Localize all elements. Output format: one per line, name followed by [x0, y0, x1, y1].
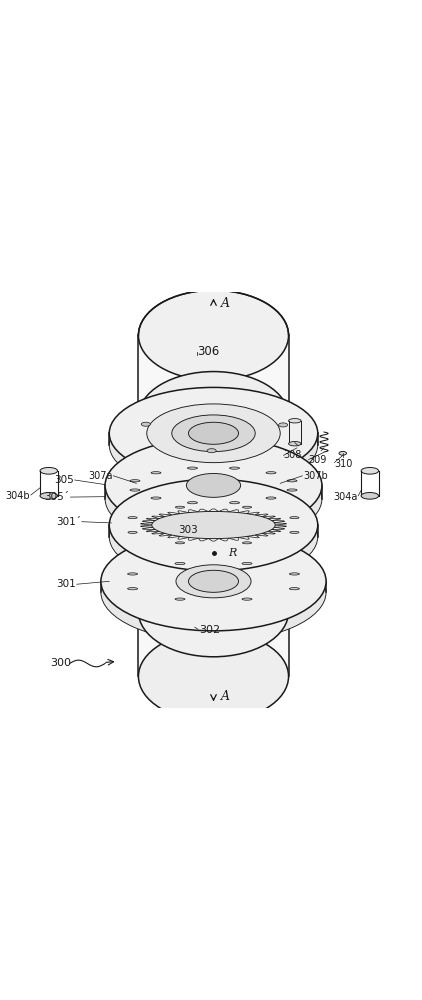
Ellipse shape: [289, 442, 301, 446]
Ellipse shape: [130, 480, 140, 482]
Ellipse shape: [130, 489, 140, 491]
Ellipse shape: [138, 631, 289, 721]
Ellipse shape: [105, 451, 322, 546]
Ellipse shape: [138, 567, 289, 657]
Ellipse shape: [109, 387, 318, 479]
Ellipse shape: [287, 489, 297, 491]
Ellipse shape: [187, 467, 197, 469]
Ellipse shape: [176, 565, 251, 598]
Ellipse shape: [207, 449, 216, 453]
Ellipse shape: [109, 491, 318, 583]
Text: 300: 300: [50, 658, 71, 668]
Text: 307a: 307a: [88, 471, 113, 481]
Ellipse shape: [127, 588, 138, 590]
Ellipse shape: [128, 517, 137, 519]
Text: 307b: 307b: [303, 471, 328, 481]
Ellipse shape: [109, 479, 318, 571]
Ellipse shape: [289, 588, 299, 590]
Text: 305´: 305´: [45, 492, 70, 502]
Ellipse shape: [138, 290, 289, 380]
Ellipse shape: [242, 598, 252, 600]
Text: R: R: [228, 548, 236, 558]
Text: 304a: 304a: [333, 492, 357, 502]
Text: 308: 308: [284, 450, 302, 460]
Polygon shape: [105, 485, 322, 499]
Text: 309: 309: [308, 455, 327, 465]
Polygon shape: [138, 335, 289, 417]
Ellipse shape: [141, 422, 150, 426]
Ellipse shape: [175, 562, 185, 565]
Ellipse shape: [189, 570, 238, 592]
Ellipse shape: [266, 497, 276, 499]
Text: 301´: 301´: [56, 517, 81, 527]
Ellipse shape: [289, 573, 299, 575]
Ellipse shape: [176, 506, 184, 508]
Ellipse shape: [109, 399, 318, 491]
Ellipse shape: [230, 502, 240, 504]
Ellipse shape: [242, 542, 252, 544]
Ellipse shape: [290, 531, 299, 533]
Ellipse shape: [279, 423, 288, 427]
Text: 302: 302: [199, 625, 220, 635]
Text: 306: 306: [197, 345, 219, 358]
Text: 304b: 304b: [5, 491, 30, 501]
Ellipse shape: [40, 493, 57, 499]
Text: A: A: [221, 690, 230, 703]
Ellipse shape: [199, 603, 228, 621]
Ellipse shape: [105, 438, 322, 533]
Text: 310: 310: [334, 459, 353, 469]
Ellipse shape: [266, 472, 276, 474]
Ellipse shape: [287, 480, 297, 482]
Ellipse shape: [101, 532, 326, 631]
Ellipse shape: [138, 372, 289, 462]
Ellipse shape: [187, 473, 241, 497]
Ellipse shape: [151, 497, 161, 499]
Ellipse shape: [289, 419, 301, 423]
Ellipse shape: [127, 573, 138, 575]
Ellipse shape: [40, 467, 57, 474]
Polygon shape: [109, 525, 318, 537]
Text: 301: 301: [56, 579, 76, 589]
Ellipse shape: [101, 543, 326, 642]
Ellipse shape: [175, 598, 185, 600]
Ellipse shape: [361, 467, 379, 474]
Ellipse shape: [172, 415, 255, 452]
Ellipse shape: [176, 542, 184, 544]
Ellipse shape: [152, 511, 275, 539]
Polygon shape: [109, 433, 318, 445]
Ellipse shape: [128, 531, 137, 533]
Ellipse shape: [187, 502, 197, 504]
Ellipse shape: [242, 506, 252, 508]
Ellipse shape: [361, 493, 379, 499]
Text: 305: 305: [54, 475, 74, 485]
Ellipse shape: [147, 404, 280, 463]
Ellipse shape: [151, 472, 161, 474]
Ellipse shape: [189, 422, 238, 444]
Polygon shape: [101, 581, 326, 592]
Ellipse shape: [230, 467, 240, 469]
Text: A: A: [221, 297, 230, 310]
Polygon shape: [138, 612, 289, 676]
Ellipse shape: [339, 451, 346, 455]
Ellipse shape: [290, 517, 299, 519]
Ellipse shape: [242, 562, 252, 565]
Text: 303: 303: [178, 525, 198, 535]
